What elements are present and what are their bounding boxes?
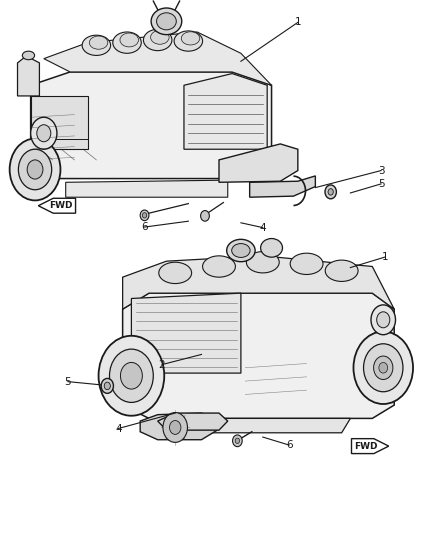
Polygon shape — [158, 413, 228, 430]
Circle shape — [140, 210, 149, 221]
Ellipse shape — [227, 239, 255, 262]
Polygon shape — [38, 198, 76, 213]
Ellipse shape — [143, 29, 172, 51]
Polygon shape — [250, 176, 315, 197]
Circle shape — [142, 213, 147, 218]
Ellipse shape — [246, 252, 279, 273]
Ellipse shape — [157, 13, 176, 30]
Polygon shape — [123, 256, 394, 309]
Circle shape — [379, 362, 388, 373]
Text: 6: 6 — [141, 222, 148, 232]
Text: FWD: FWD — [354, 442, 378, 450]
Circle shape — [170, 421, 181, 434]
Polygon shape — [166, 418, 350, 433]
Text: 4: 4 — [259, 223, 266, 232]
Ellipse shape — [82, 35, 110, 55]
Ellipse shape — [232, 244, 250, 257]
Ellipse shape — [22, 51, 35, 60]
Circle shape — [235, 438, 240, 443]
Ellipse shape — [120, 33, 138, 47]
Ellipse shape — [151, 8, 182, 35]
Circle shape — [233, 435, 242, 447]
Circle shape — [10, 139, 60, 200]
Circle shape — [374, 356, 393, 379]
Text: 5: 5 — [64, 377, 71, 386]
Polygon shape — [184, 74, 267, 149]
Ellipse shape — [174, 31, 203, 51]
Polygon shape — [140, 413, 219, 440]
Circle shape — [104, 382, 110, 390]
Polygon shape — [66, 180, 228, 197]
Text: 5: 5 — [378, 179, 385, 189]
Polygon shape — [31, 96, 88, 149]
Circle shape — [31, 117, 57, 149]
Polygon shape — [219, 144, 298, 182]
Circle shape — [364, 344, 403, 392]
Ellipse shape — [89, 36, 108, 49]
Text: 4: 4 — [115, 424, 122, 433]
Ellipse shape — [261, 239, 283, 257]
Text: 6: 6 — [286, 440, 293, 450]
Circle shape — [99, 336, 164, 416]
Ellipse shape — [181, 32, 200, 45]
Circle shape — [101, 378, 113, 393]
Polygon shape — [131, 293, 241, 373]
Circle shape — [120, 362, 142, 389]
Text: 3: 3 — [378, 166, 385, 175]
Polygon shape — [123, 293, 394, 418]
Ellipse shape — [113, 32, 141, 53]
Text: 1: 1 — [382, 252, 389, 262]
Ellipse shape — [202, 256, 236, 277]
Circle shape — [37, 125, 51, 142]
Polygon shape — [31, 72, 272, 179]
Text: 1: 1 — [294, 18, 301, 27]
Circle shape — [163, 413, 187, 442]
Ellipse shape — [325, 260, 358, 281]
Text: FWD: FWD — [49, 201, 73, 210]
Polygon shape — [44, 32, 272, 85]
Polygon shape — [351, 439, 389, 454]
Ellipse shape — [151, 30, 169, 44]
Circle shape — [201, 211, 209, 221]
Circle shape — [353, 332, 413, 404]
Circle shape — [328, 189, 333, 195]
Ellipse shape — [159, 262, 192, 284]
Circle shape — [110, 349, 153, 402]
Text: 2: 2 — [159, 360, 166, 369]
Ellipse shape — [290, 253, 323, 274]
Circle shape — [325, 185, 336, 199]
Circle shape — [377, 312, 390, 328]
Circle shape — [27, 160, 43, 179]
Polygon shape — [18, 56, 39, 96]
Circle shape — [18, 149, 52, 190]
Circle shape — [371, 305, 396, 335]
